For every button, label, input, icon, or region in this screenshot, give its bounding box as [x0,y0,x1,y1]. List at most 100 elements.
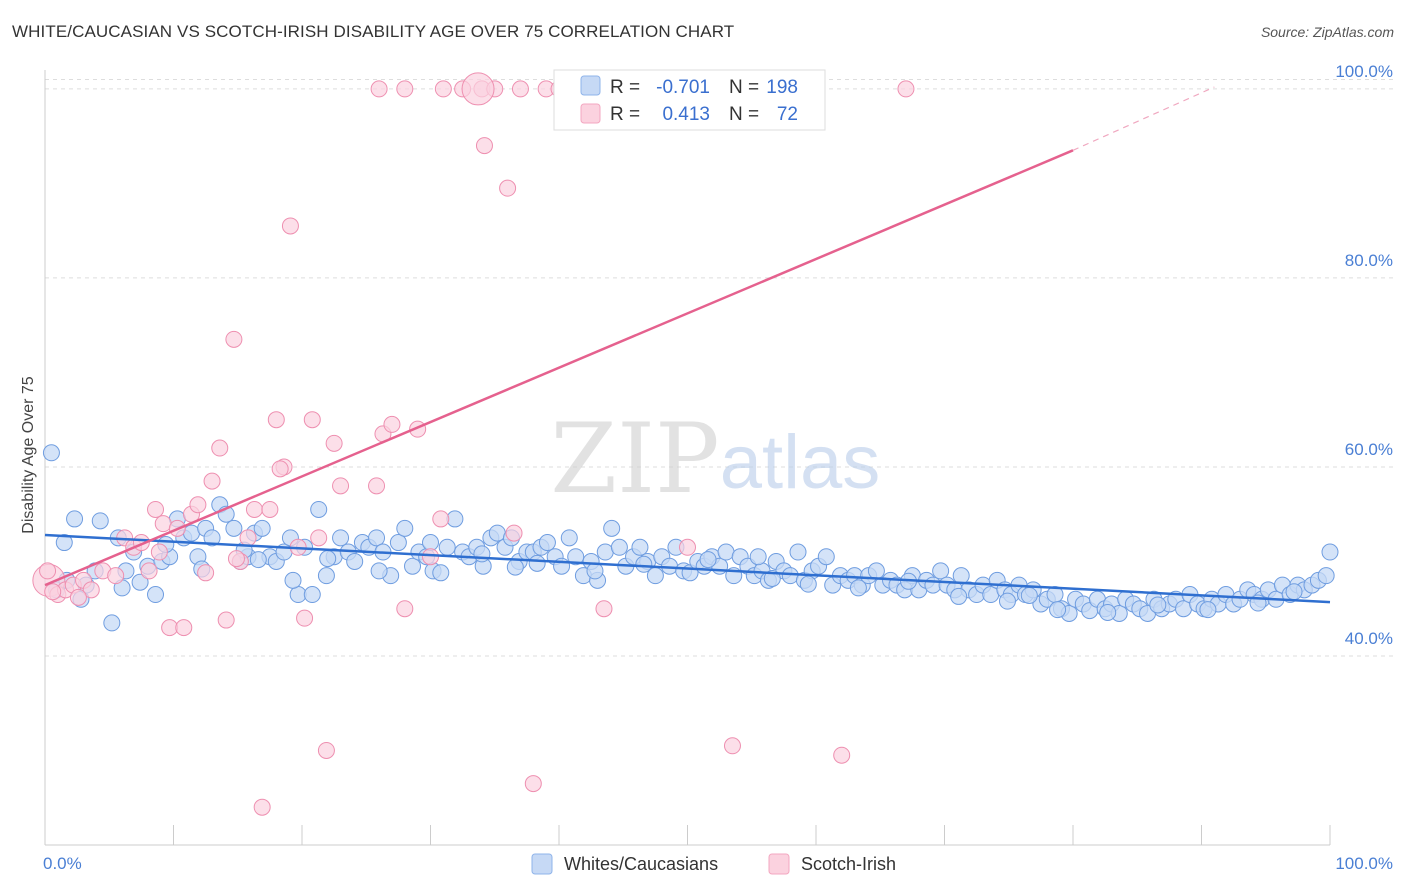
whites-point [422,534,439,552]
whites-point [699,551,717,569]
scotch-irish-point [175,619,193,637]
whites-point [932,562,950,580]
watermark: ZIP atlas [550,403,880,515]
whites-point [147,586,165,604]
scotch-irish-point [595,600,613,618]
whites-point [1285,583,1303,601]
legend-n-value-2: 72 [777,104,798,125]
whites-point [982,586,1000,604]
scotch-irish-point [154,515,172,533]
whites-point [225,519,243,537]
scotch-irish-point [505,524,523,542]
scotch-irish-point [396,600,414,618]
scotch-irish-point [107,567,125,585]
scotch-irish-point [44,583,62,601]
whites-point [998,592,1016,610]
legend-swatch-scotch-irish [580,103,601,124]
y-tick-label: 80.0% [1345,251,1393,270]
x-tick-label-min: 0.0% [43,854,82,873]
whites-point [950,587,968,605]
scotch-irish-trend-line [44,149,1074,587]
chart-title: WHITE/CAUCASIAN VS SCOTCH-IRISH DISABILI… [12,22,735,41]
y-axis-label: Disability Age Over 75 [20,376,37,534]
bottom-legend-swatch-whites [531,853,553,875]
scotch-irish-point [396,80,414,98]
whites-point [389,534,407,552]
watermark-zip: ZIP [550,403,719,515]
scotch-irish-point [383,415,401,433]
whites-point [368,529,386,547]
scotch-irish-point [211,439,229,457]
scotch-irish-point [432,510,450,528]
legend-r-value-1: -0.701 [656,77,710,98]
whites-point [249,551,267,569]
scotch-irish-point [203,472,221,490]
whites-point [1317,567,1335,585]
whites-point [635,555,653,573]
scotch-irish-point [524,775,542,793]
scotch-irish-point [245,500,263,518]
scotch-irish-point [267,411,285,429]
scotch-irish-point [253,798,271,816]
whites-point [438,538,456,556]
scotch-irish-point [723,737,741,755]
y-tick-label: 60.0% [1345,440,1393,459]
whites-point [317,567,335,585]
scotch-irish-point [475,137,493,155]
whites-point [603,519,621,537]
whites-point [1049,601,1067,619]
whites-point [567,548,585,566]
scotch-irish-point [499,179,517,197]
scotch-irish-point [261,500,279,518]
whites-point [924,576,942,594]
legend-n-label-2: N = [729,104,759,125]
whites-point [799,575,817,593]
scotch-irish-point [227,550,245,568]
legend-r-value-2: 0.413 [662,104,710,125]
whites-point [473,545,491,563]
scotch-irish-point [82,581,100,599]
whites-point [1020,586,1038,604]
whites-point [631,538,649,556]
whites-point [182,524,200,542]
scotch-irish-point [296,609,314,627]
whites-point [131,573,149,591]
legend-r-label-2: R = [610,104,640,125]
tick-labels: 40.0% 60.0% 80.0% 100.0% 0.0% 100.0% [43,62,1393,873]
scotch-irish-point [368,477,386,495]
whites-point [1099,604,1117,621]
whites-point [781,567,799,585]
scotch-irish-point [422,548,439,566]
whites-point [303,586,321,604]
legend-n-label-1: N = [729,77,759,98]
scotch-irish-point [434,80,452,98]
bottom-legend-label-whites: Whites/Caucasians [564,854,718,874]
watermark-atlas: atlas [720,420,881,505]
whites-point [528,554,546,572]
whites-point [867,562,885,580]
scotch-irish-point [461,72,495,106]
scotch-irish-point [281,217,299,235]
whites-point [42,444,60,462]
whites-point [203,529,221,547]
whites-point [284,571,302,589]
scotch-irish-point [679,538,696,556]
whites-point [404,557,422,575]
whites-point [560,529,578,547]
whites-point [103,614,121,632]
whites-point [289,586,307,604]
bottom-legend-swatch-scotch-irish [768,853,790,875]
scotch-irish-point [833,746,851,764]
scotch-irish-point [897,80,915,98]
whites-point [538,534,556,552]
whites-point [1321,543,1339,561]
whites-point [1175,600,1193,618]
whites-point [319,550,337,568]
scotch-irish-point [271,460,289,478]
scotch-irish-point [332,477,350,495]
legend-n-value-1: 198 [766,77,798,98]
whites-point [506,558,524,576]
whites-point [55,534,73,552]
scotch-irish-point [147,500,165,518]
whites-point [1199,601,1217,619]
